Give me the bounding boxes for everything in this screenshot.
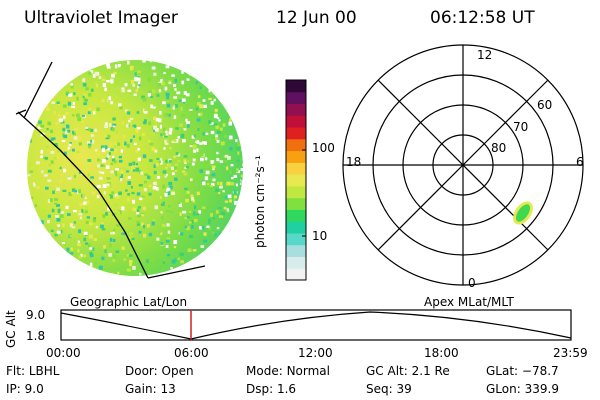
status-gc-alt: GC Alt: 2.1 Re [366,364,450,378]
status-glon: GLon: 339.9 [486,382,559,396]
timeline-panel [60,309,572,341]
x-tick-label: 18:00 [424,346,459,360]
mlat-label-80: 80 [491,141,507,155]
colorbar-band [286,103,306,116]
mlt-label-6: 6 [576,155,584,169]
mlat-label-60: 60 [537,98,553,112]
colorbar-band [286,138,306,152]
status-label: Seq: [366,382,393,396]
colorbar-tick-label: 10 [312,229,328,243]
status-label: Door: [125,364,158,378]
colorbar-band [286,150,306,163]
colorbar-unit-label: photon cm⁻²s⁻¹ [253,155,267,248]
auroral-blob [513,201,533,225]
status-value: −78.7 [521,364,559,378]
mlt-label-18: 18 [346,155,362,169]
mlt-label-0: 0 [468,276,476,290]
colorbar-band [286,127,306,140]
status-value: Normal [286,364,330,378]
polar-plot [342,44,584,286]
status-seq: Seq: 39 [366,382,412,396]
colorbar-band [286,91,306,105]
colorbar-band [286,268,306,281]
status-ip: IP: 9.0 [6,382,44,396]
status-glat: GLat: −78.7 [486,364,559,378]
altitude-curve [60,311,572,340]
colorbar-band [286,232,306,246]
geo-grid-line [23,61,53,119]
x-tick-label: 00:00 [46,346,81,360]
mlt-label-12: 12 [477,48,493,62]
status-flt: Flt: LBHL [6,364,59,378]
apex-caption: Apex MLat/MLT [424,295,514,309]
status-gain: Gain: 13 [125,382,176,396]
colorbar-band [286,221,306,234]
x-tick-label: 23:59 [553,346,588,360]
status-label: IP: [6,382,21,396]
status-label: Mode: [246,364,283,378]
mlat-label-70: 70 [513,120,529,134]
geo-grid-line [147,265,206,279]
status-value: 39 [396,382,412,396]
status-mode: Mode: Normal [246,364,330,378]
status-label: GLon: [486,382,521,396]
header-date: 12 Jun 00 [276,8,357,28]
geo-grid-line [17,111,149,279]
colorbar-tick-label: 100 [312,141,335,155]
app-title: Ultraviolet Imager [24,8,178,28]
status-value: 9.0 [24,382,44,396]
status-value: 339.9 [524,382,559,396]
colorbar-band [286,185,306,199]
colorbar-band [286,197,306,210]
status-label: GC Alt: [366,364,408,378]
status-value: 1.6 [276,382,297,396]
colorbar-band [286,115,306,128]
uv-image-disk [15,60,243,279]
status-label: Gain: [125,382,157,396]
colorbar-band [286,162,306,175]
x-tick-label: 06:00 [174,346,209,360]
colorbar-band [286,244,306,257]
colorbar-band [286,209,306,222]
colorbar-band [286,80,306,93]
status-value: LBHL [28,364,60,378]
geo-caption: Geographic Lat/Lon [70,295,188,309]
y-tick-label: 1.8 [26,329,46,343]
colorbar-band [286,256,306,269]
colorbar [285,79,307,281]
status-label: Dsp: [246,382,274,396]
status-label: Flt: [6,364,25,378]
colorbar-band [286,174,306,187]
status-dsp: Dsp: 1.6 [246,382,296,396]
y-tick-label: 9.0 [26,308,46,322]
header-time: 06:12:58 UT [430,8,535,28]
timeline-axis-label: GC Alt [4,310,18,348]
status-label: GLat: [486,364,519,378]
status-value: 13 [160,382,176,396]
x-tick-label: 12:00 [298,346,333,360]
status-value: 2.1 Re [411,364,450,378]
status-door: Door: Open [125,364,194,378]
status-value: Open [161,364,194,378]
